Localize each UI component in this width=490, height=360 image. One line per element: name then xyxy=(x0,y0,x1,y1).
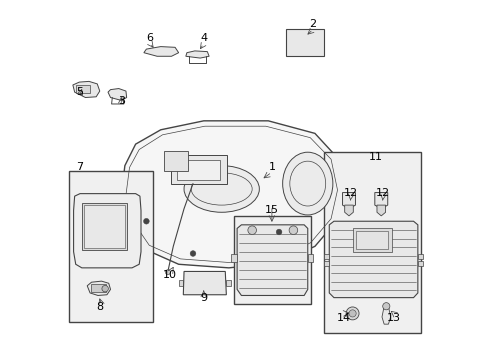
Ellipse shape xyxy=(184,166,259,212)
Text: 12: 12 xyxy=(376,188,390,198)
Circle shape xyxy=(383,303,390,310)
Text: 15: 15 xyxy=(265,206,279,216)
Bar xyxy=(69,171,153,321)
Bar xyxy=(91,284,106,292)
Polygon shape xyxy=(231,253,237,262)
Bar xyxy=(286,30,324,56)
Polygon shape xyxy=(329,221,418,298)
Text: 5: 5 xyxy=(76,87,83,97)
Text: 10: 10 xyxy=(163,270,177,280)
Polygon shape xyxy=(343,193,355,209)
Text: 2: 2 xyxy=(310,19,317,29)
Text: 6: 6 xyxy=(147,33,153,43)
Circle shape xyxy=(144,219,149,224)
Polygon shape xyxy=(87,281,111,296)
Bar xyxy=(353,228,392,252)
Bar xyxy=(82,203,126,250)
Polygon shape xyxy=(382,306,391,324)
Polygon shape xyxy=(308,253,313,262)
Ellipse shape xyxy=(283,152,333,215)
Bar xyxy=(172,155,227,184)
Circle shape xyxy=(190,251,196,256)
Bar xyxy=(234,216,311,304)
Text: 3: 3 xyxy=(118,96,125,106)
Bar xyxy=(356,231,389,249)
Circle shape xyxy=(289,226,298,234)
Polygon shape xyxy=(144,46,179,56)
Text: 4: 4 xyxy=(200,33,207,43)
Polygon shape xyxy=(418,253,423,259)
Bar xyxy=(177,160,220,180)
Circle shape xyxy=(276,229,282,235)
Bar xyxy=(324,152,421,333)
Polygon shape xyxy=(375,193,388,209)
Polygon shape xyxy=(122,121,343,268)
Polygon shape xyxy=(179,280,183,286)
Bar xyxy=(288,31,322,54)
Circle shape xyxy=(102,285,108,292)
Polygon shape xyxy=(73,81,100,98)
Text: 7: 7 xyxy=(76,162,83,172)
Polygon shape xyxy=(344,205,353,216)
Circle shape xyxy=(346,307,359,320)
Polygon shape xyxy=(237,225,308,296)
Polygon shape xyxy=(324,253,329,259)
Text: 8: 8 xyxy=(96,302,103,312)
Polygon shape xyxy=(74,194,141,268)
Polygon shape xyxy=(418,261,423,266)
Text: 14: 14 xyxy=(337,313,351,323)
Text: 1: 1 xyxy=(269,162,275,172)
Polygon shape xyxy=(108,89,126,100)
Text: 9: 9 xyxy=(200,293,207,303)
Text: 12: 12 xyxy=(343,188,358,198)
Circle shape xyxy=(248,226,256,234)
Polygon shape xyxy=(377,205,386,216)
Polygon shape xyxy=(186,51,209,58)
Circle shape xyxy=(166,270,171,275)
Polygon shape xyxy=(324,261,329,266)
Bar xyxy=(164,151,188,171)
Bar xyxy=(76,85,90,93)
Circle shape xyxy=(349,310,356,317)
Polygon shape xyxy=(183,271,226,295)
Bar xyxy=(84,205,125,248)
Polygon shape xyxy=(226,280,231,286)
Text: 11: 11 xyxy=(369,152,383,162)
Text: 13: 13 xyxy=(387,313,401,323)
